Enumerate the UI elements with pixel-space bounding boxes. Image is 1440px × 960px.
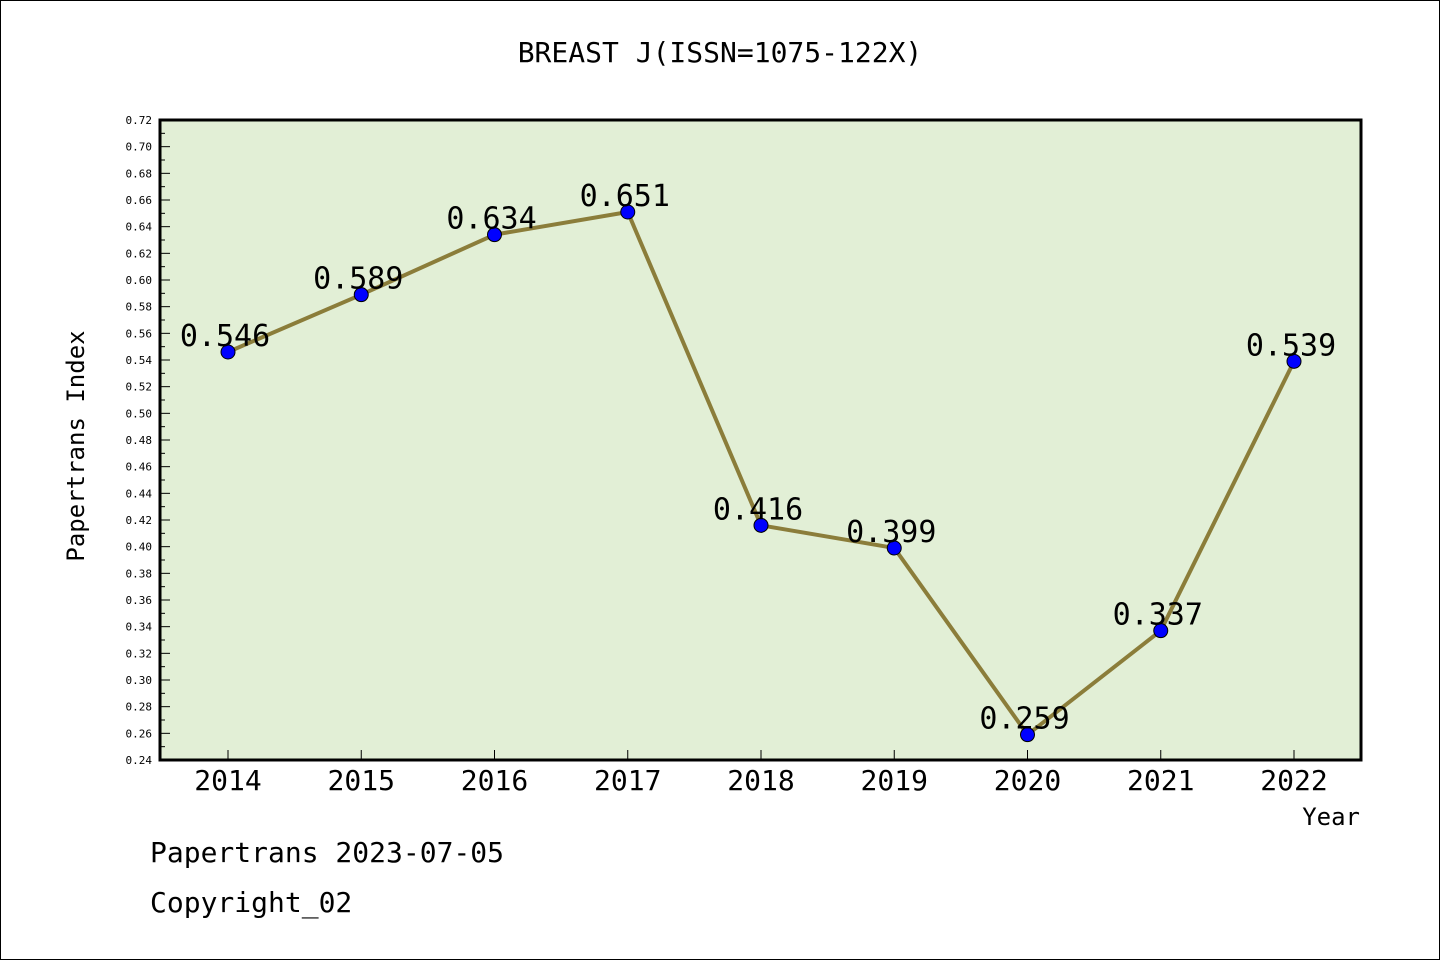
x-tick-label: 2019: [861, 764, 928, 797]
y-tick-label: 0.60: [126, 274, 153, 287]
y-axis-label: Papertrans Index: [62, 330, 90, 561]
x-tick-label: 2015: [328, 764, 395, 797]
x-tick-label: 2022: [1260, 764, 1327, 797]
y-axis: 0.24 0.26 0.28 0.30 0.32 0.34 0.36 0.38 0.40 0.42…: [126, 114, 170, 767]
y-tick-label: 0.52: [126, 381, 153, 394]
data-label: 0.651: [580, 179, 670, 214]
y-tick-label: 0.30: [126, 674, 153, 687]
y-tick-label: 0.66: [126, 194, 153, 207]
plot-area: [160, 120, 1361, 760]
data-label: 0.539: [1246, 328, 1336, 363]
data-labels: 0.546 0.589 0.634 0.651 0.416 0.399 0.259 0.337…: [180, 179, 1336, 737]
x-tick-label: 2018: [727, 764, 794, 797]
y-tick-label: 0.62: [126, 247, 153, 260]
y-tick-label: 0.56: [126, 327, 153, 340]
y-tick-label: 0.26: [126, 727, 153, 740]
data-point: [620, 204, 636, 220]
data-point: [1020, 727, 1035, 743]
data-label: 0.337: [1113, 598, 1203, 633]
chart-title: BREAST J(ISSN=1075-122X): [517, 36, 923, 69]
data-markers: [220, 204, 1302, 743]
data-label: 0.399: [846, 515, 936, 550]
data-label: 0.634: [446, 202, 536, 237]
x-tick-label: 2017: [594, 764, 661, 797]
y-tick-label: 0.58: [126, 301, 153, 314]
data-point: [353, 287, 369, 303]
y-tick-label: 0.46: [126, 461, 153, 474]
data-label: 0.589: [313, 262, 403, 297]
y-tick-label: 0.38: [126, 567, 153, 580]
plot-border: [158, 118, 1363, 762]
y-tick-label: 0.44: [126, 487, 153, 500]
data-point: [487, 227, 502, 243]
data-point: [1153, 623, 1169, 639]
x-tick-label: 2016: [461, 764, 528, 797]
data-label: 0.416: [713, 492, 803, 527]
y-tick-label: 0.48: [126, 434, 153, 447]
footer-date: Papertrans 2023-07-05: [150, 836, 505, 869]
y-tick-label: 0.32: [126, 647, 153, 660]
y-tick-label: 0.40: [126, 541, 153, 554]
y-tick-label: 0.28: [126, 701, 153, 714]
data-point: [886, 540, 902, 556]
y-tick-label: 0.68: [126, 167, 153, 180]
y-tick-label: 0.70: [126, 141, 153, 154]
y-tick-label: 0.72: [126, 114, 153, 127]
y-tick-label: 0.42: [126, 514, 153, 527]
data-label: 0.259: [979, 702, 1069, 737]
y-tick-label: 0.36: [126, 594, 153, 607]
y-tick-label: 0.24: [126, 754, 153, 767]
y-tick-label: 0.34: [126, 621, 153, 634]
x-tick-label: 2020: [994, 764, 1061, 797]
x-tick-label: 2014: [194, 764, 261, 797]
y-tick-label: 0.64: [126, 221, 153, 234]
x-axis: 2014 2015 2016 2017 2018 2019 2020 2021 2022: [194, 750, 1328, 797]
data-point: [753, 517, 769, 533]
data-label: 0.546: [180, 319, 270, 354]
data-point: [1286, 353, 1302, 369]
y-tick-label: 0.54: [126, 354, 153, 367]
footer-copyright: Copyright_02: [150, 886, 353, 919]
data-point: [220, 344, 236, 360]
y-tick-label: 0.50: [126, 407, 153, 420]
x-axis-label: Year: [1302, 803, 1360, 831]
x-tick-label: 2021: [1127, 764, 1194, 797]
